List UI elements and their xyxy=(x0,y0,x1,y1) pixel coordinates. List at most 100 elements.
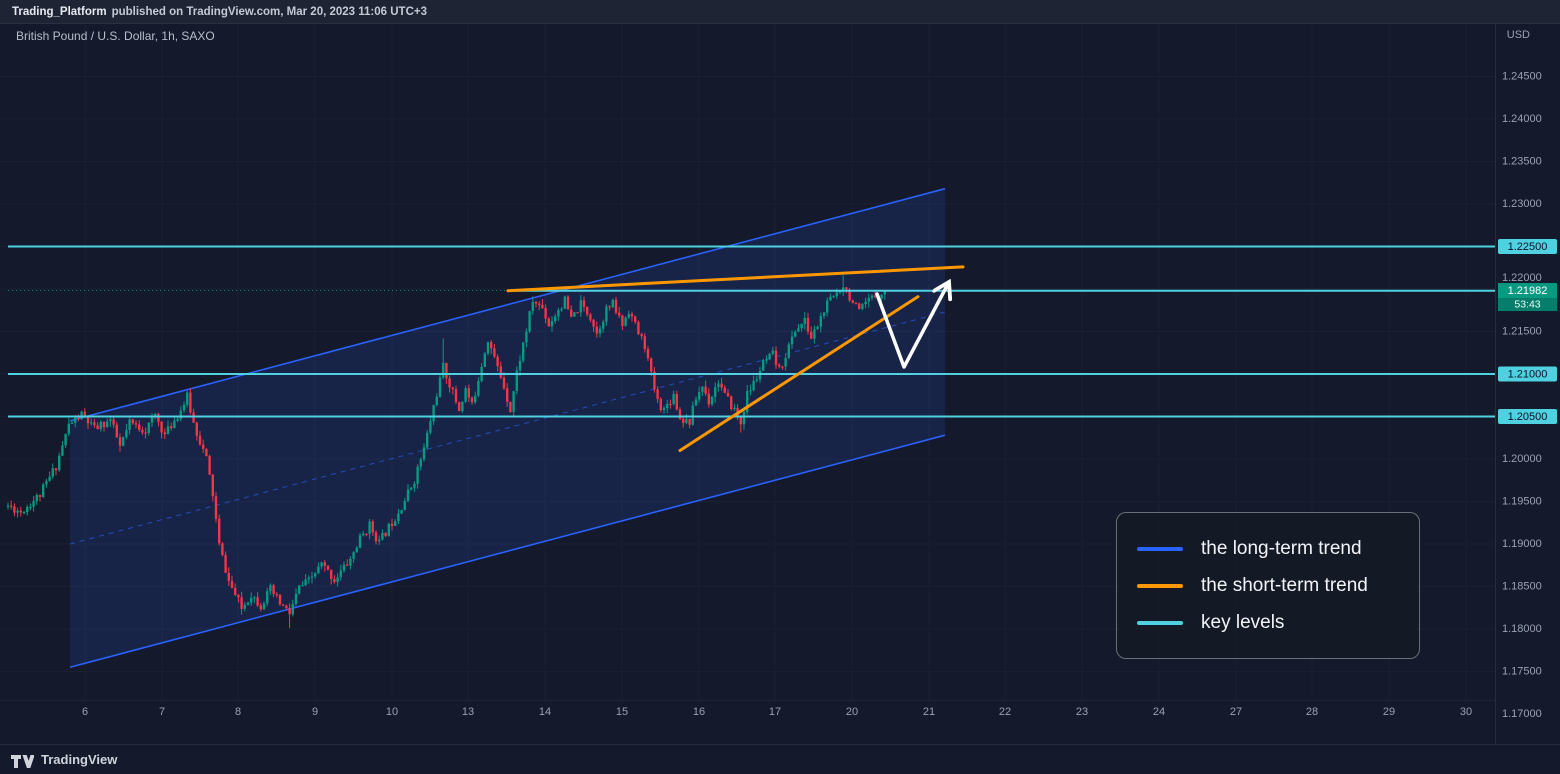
candle-body xyxy=(16,510,19,513)
candle-body xyxy=(118,437,122,446)
axis-currency-label: USD xyxy=(1506,29,1530,41)
candle-body xyxy=(838,291,842,293)
candle-body xyxy=(822,312,826,317)
candle-body xyxy=(800,323,803,329)
candle-body xyxy=(768,353,771,360)
tradingview-logo-icon[interactable] xyxy=(10,751,34,769)
candle-body xyxy=(358,535,362,548)
candle-body xyxy=(224,555,227,573)
candle-body xyxy=(832,296,835,298)
short-term-trend-line[interactable] xyxy=(506,265,965,293)
candle-body xyxy=(458,402,461,412)
candle-body xyxy=(496,356,499,367)
publisher-username[interactable]: Trading_Platform xyxy=(12,5,107,18)
candle-body xyxy=(182,404,186,411)
candle-body xyxy=(22,512,26,514)
candle-body xyxy=(682,418,685,424)
key-levels[interactable] xyxy=(8,245,1495,418)
candle-body xyxy=(365,533,368,535)
candle-body xyxy=(669,403,672,406)
candle-body xyxy=(307,577,310,580)
candle-body xyxy=(688,418,691,425)
candle-body xyxy=(528,311,531,332)
candle-body xyxy=(269,585,272,592)
candle-body xyxy=(256,597,259,606)
candle-body xyxy=(717,383,720,388)
candle-body xyxy=(397,513,400,522)
candle-body xyxy=(714,387,717,397)
candle-body xyxy=(627,313,630,318)
key-level-price-badge xyxy=(1498,239,1557,254)
candle-body xyxy=(797,328,800,332)
candle-body xyxy=(173,420,176,429)
candle-body xyxy=(250,597,253,603)
candle-body xyxy=(48,476,51,481)
candle-body xyxy=(518,360,522,371)
candle-body xyxy=(461,401,464,412)
candle-body xyxy=(541,304,544,309)
candle-body xyxy=(752,380,755,391)
candle-body xyxy=(544,308,547,319)
price-axis-label: 1.23500 xyxy=(1502,155,1542,167)
candle-body xyxy=(611,299,614,308)
candle-body xyxy=(454,389,458,403)
candle-body xyxy=(867,298,870,302)
candle-body xyxy=(778,364,781,367)
candle-body xyxy=(739,415,742,425)
candle-body xyxy=(675,393,678,410)
candle-body xyxy=(195,422,198,436)
candle-body xyxy=(138,424,141,430)
candle-body xyxy=(442,362,445,378)
candle-body xyxy=(618,312,621,316)
candle-body xyxy=(582,300,586,307)
candle-body xyxy=(758,370,762,380)
candle-body xyxy=(163,432,166,435)
candle-body xyxy=(531,301,534,312)
candle-body xyxy=(80,411,83,420)
short-term-trend-line[interactable] xyxy=(678,295,920,452)
candle-body xyxy=(240,597,243,609)
candle-body xyxy=(730,396,733,409)
candle-body xyxy=(707,393,710,405)
candle-body xyxy=(61,445,64,456)
candle-body xyxy=(179,410,182,419)
candle-body xyxy=(243,604,246,609)
candle-body xyxy=(410,487,413,490)
projection-arrow[interactable] xyxy=(875,282,949,369)
candle-body xyxy=(83,411,86,418)
candle-body xyxy=(170,426,173,429)
candle-body xyxy=(672,393,675,405)
candle-body xyxy=(653,371,656,390)
candle-body xyxy=(134,423,138,425)
price-axis-label: 1.24000 xyxy=(1502,113,1542,125)
candlestick-series xyxy=(6,275,886,629)
candle-body xyxy=(829,296,832,301)
candle-body xyxy=(205,448,208,457)
candle-body xyxy=(710,396,714,405)
candle-body xyxy=(848,289,851,301)
price-axis-label: 1.19000 xyxy=(1502,538,1542,550)
candle-body xyxy=(400,510,403,514)
candle-body xyxy=(51,468,54,477)
candle-body xyxy=(723,387,726,393)
time-axis[interactable]: 6 7 8 9 10 13 14 15 16 17 20 21 22 23 24 27 28 29 30 xyxy=(82,706,1472,718)
legend-label-long-term: the long-term trend xyxy=(1201,537,1362,559)
candle-body xyxy=(854,303,858,305)
key-level-badge-label: 1.22500 xyxy=(1508,241,1548,253)
candle-body xyxy=(362,533,365,536)
candle-body xyxy=(592,319,595,327)
price-axis-label: 1.21500 xyxy=(1502,325,1542,337)
time-axis-label: 15 xyxy=(616,706,628,718)
candle-body xyxy=(467,388,470,398)
candle-body xyxy=(54,468,58,471)
legend-item-long-term: the long-term trend xyxy=(1137,538,1399,560)
candle-body xyxy=(128,419,131,430)
candle-body xyxy=(422,447,426,460)
published-text: published on TradingView.com, Mar 20, 20… xyxy=(111,5,427,18)
candle-body xyxy=(154,413,157,417)
candle-body xyxy=(10,505,13,507)
price-axis[interactable]: 1.24500 1.24000 1.23500 1.23000 1.22000 1.215… xyxy=(1498,70,1557,720)
time-axis-label: 9 xyxy=(312,706,318,718)
tradingview-brand[interactable]: TradingView xyxy=(41,752,118,767)
